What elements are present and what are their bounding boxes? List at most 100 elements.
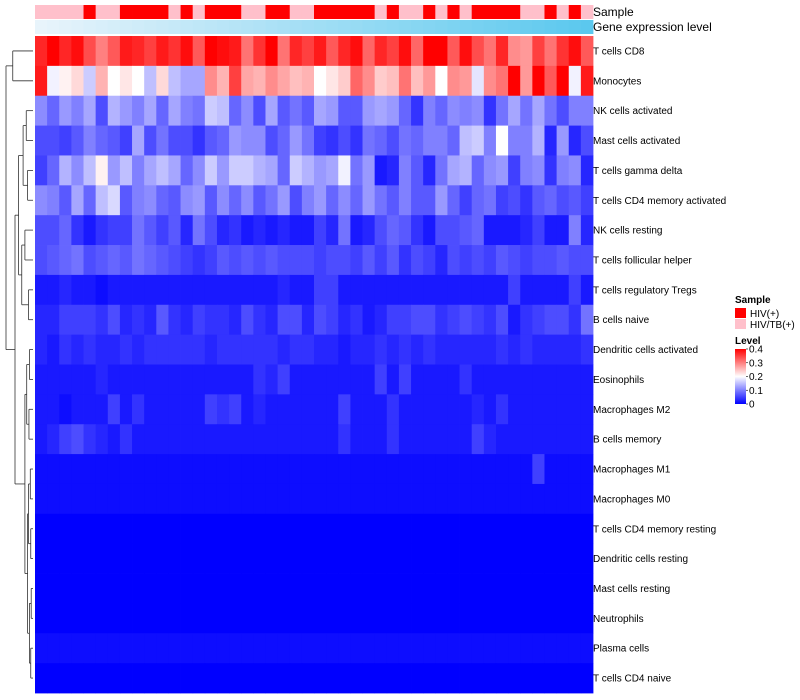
heatmap-cell: [168, 155, 181, 186]
heatmap-cell: [386, 36, 400, 67]
heatmap-cell: [568, 394, 582, 425]
heatmap-cell: [568, 274, 582, 306]
heatmap-cell: [132, 424, 145, 455]
sample-annotation-cell: [241, 5, 254, 19]
heatmap-cell: [59, 543, 72, 574]
heatmap-cell: [459, 185, 473, 216]
heatmap-cell: [411, 454, 424, 485]
heatmap-cell: [447, 364, 460, 395]
heatmap-cell: [180, 36, 194, 67]
heatmap-cell: [107, 663, 121, 694]
heatmap-cell: [71, 394, 84, 425]
heatmap-cell: [132, 304, 145, 336]
sample-annotation-cell: [386, 5, 400, 19]
heatmap-cell: [192, 334, 206, 365]
heatmap-cell: [386, 663, 400, 694]
heatmap-cell: [132, 364, 145, 395]
heatmap-cell: [192, 573, 206, 604]
heatmap-cell: [180, 125, 194, 156]
heatmap-cell: [386, 125, 400, 156]
heatmap-cell: [35, 65, 48, 97]
heatmap-cell: [277, 155, 291, 186]
heatmap-cell: [119, 155, 133, 186]
heatmap-cell: [168, 483, 181, 515]
heatmap-cell: [216, 633, 230, 664]
heatmap-cell: [59, 394, 72, 425]
heatmap-cell: [277, 245, 291, 276]
heatmap-cell: [83, 603, 97, 634]
heatmap-cell: [180, 543, 194, 574]
heatmap-cell: [447, 633, 460, 664]
sample-annotation-cell: [119, 5, 133, 19]
sample-annotation-cell: [520, 5, 533, 19]
heatmap-cell: [95, 95, 109, 126]
heatmap-cell: [326, 454, 339, 485]
heatmap-cell: [556, 215, 570, 246]
heatmap-cell: [580, 334, 594, 365]
heatmap-cell: [374, 36, 388, 67]
heatmap-cell: [277, 274, 291, 306]
heatmap-cell: [568, 125, 582, 156]
heatmap-cell: [180, 304, 194, 336]
gene-expression-cell: [386, 20, 400, 34]
heatmap-cell: [95, 215, 109, 246]
heatmap-cell: [520, 424, 533, 455]
heatmap-cell: [156, 215, 169, 246]
heatmap-cell: [156, 663, 169, 694]
heatmap-cell: [83, 125, 97, 156]
gene-expression-cell: [180, 20, 194, 34]
heatmap-cell: [447, 125, 460, 156]
sample-annotation-cell: [568, 5, 582, 19]
heatmap-cell: [350, 633, 363, 664]
heatmap-cell: [423, 36, 436, 67]
heatmap-cell: [107, 364, 121, 395]
heatmap-cell: [532, 394, 545, 425]
row-label: T cells CD4 memory activated: [593, 196, 726, 207]
heatmap-cell: [204, 513, 218, 545]
heatmap-cell: [362, 304, 376, 336]
heatmap-cell: [483, 155, 497, 186]
gene-expression-cell: [398, 20, 412, 34]
heatmap-cell: [362, 185, 376, 216]
heatmap-cell: [411, 65, 424, 97]
heatmap-cell: [83, 513, 97, 545]
heatmap-cell: [229, 454, 242, 485]
heatmap-cell: [229, 334, 242, 365]
heatmap-cell: [83, 394, 97, 425]
heatmap-cell: [289, 603, 303, 634]
hivtb-legend-label: HIV/TB(+): [750, 320, 795, 331]
heatmap-cell: [132, 125, 145, 156]
heatmap-cell: [411, 483, 424, 515]
heatmap-cell: [556, 483, 570, 515]
heatmap-cell: [374, 543, 388, 574]
heatmap-cell: [568, 95, 582, 126]
heatmap-cell: [241, 454, 254, 485]
heatmap-cell: [229, 513, 242, 545]
sample-annotation-cell: [289, 5, 303, 19]
heatmap-cell: [508, 36, 521, 67]
heatmap-cell: [180, 603, 194, 634]
heatmap-cell: [386, 274, 400, 306]
heatmap-cell: [411, 304, 424, 336]
heatmap-cell: [107, 483, 121, 515]
heatmap-cell: [508, 364, 521, 395]
heatmap-cell: [435, 394, 448, 425]
heatmap-cell: [483, 394, 497, 425]
heatmap-cell: [156, 633, 169, 664]
heatmap-cell: [520, 334, 533, 365]
sample-annotation-cell: [204, 5, 218, 19]
heatmap-cell: [277, 663, 291, 694]
heatmap-cell: [471, 543, 485, 574]
heatmap-cell: [544, 633, 558, 664]
sample-annotation-cell: [374, 5, 388, 19]
heatmap-cell: [144, 95, 157, 126]
heatmap-cell: [544, 394, 558, 425]
heatmap-cell: [301, 215, 315, 246]
heatmap-cell: [520, 185, 533, 216]
heatmap-cell: [398, 633, 412, 664]
heatmap-cell: [435, 663, 448, 694]
heatmap-cell: [423, 95, 436, 126]
heatmap-cell: [192, 603, 206, 634]
heatmap-cell: [229, 155, 242, 186]
heatmap-cell: [253, 304, 266, 336]
